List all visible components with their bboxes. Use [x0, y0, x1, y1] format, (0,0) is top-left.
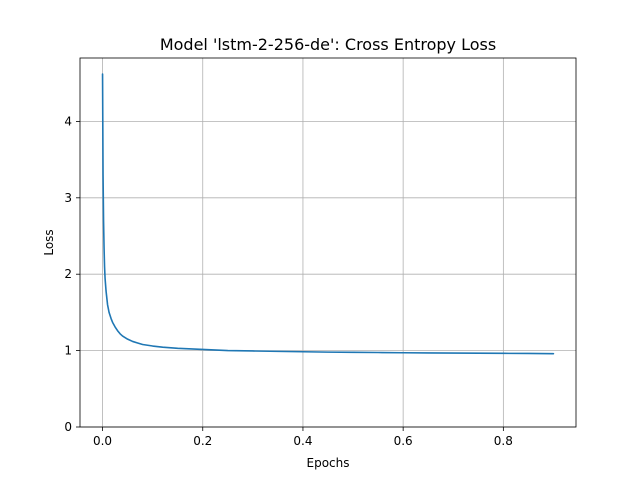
grid [80, 58, 576, 428]
x-tick-label: 0.0 [93, 434, 112, 448]
series-layer [101, 73, 555, 355]
y-tick-label: 3 [64, 191, 72, 205]
x-tick-label: 0.8 [494, 434, 513, 448]
x-axis-label: Epochs [307, 456, 350, 470]
y-tick-label: 2 [64, 267, 72, 281]
x-tick-label: 0.6 [394, 434, 413, 448]
y-axis-label: Loss [42, 229, 56, 255]
axis-ticks: 0.0 0.2 0.4 0.6 0.8 0 1 2 3 4 [64, 114, 513, 448]
x-tick-label: 0.4 [293, 434, 312, 448]
y-tick-label: 4 [64, 114, 72, 128]
plot-frame [79, 57, 577, 428]
y-tick-label: 1 [64, 344, 72, 358]
x-tick-label: 0.2 [193, 434, 212, 448]
loss-series-line [101, 73, 555, 355]
y-tick-label: 0 [64, 420, 72, 434]
chart-title: Model 'lstm-2-256-de': Cross Entropy Los… [160, 35, 496, 54]
